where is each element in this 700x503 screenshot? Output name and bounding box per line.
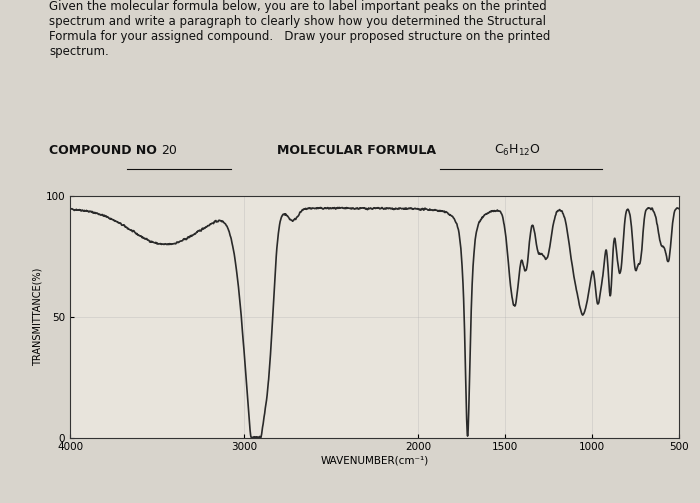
Y-axis label: TRANSMITTANCE(%): TRANSMITTANCE(%) [33,268,43,366]
Text: COMPOUND NO: COMPOUND NO [49,144,157,157]
X-axis label: WAVENUMBER(cm⁻¹): WAVENUMBER(cm⁻¹) [321,455,428,465]
Text: 20: 20 [162,144,177,157]
Text: $\mathregular{C_6H_{12}O}$: $\mathregular{C_6H_{12}O}$ [494,143,541,158]
Text: Given the molecular formula below, you are to label important peaks on the print: Given the molecular formula below, you a… [49,0,550,58]
Text: MOLECULAR FORMULA: MOLECULAR FORMULA [277,144,436,157]
